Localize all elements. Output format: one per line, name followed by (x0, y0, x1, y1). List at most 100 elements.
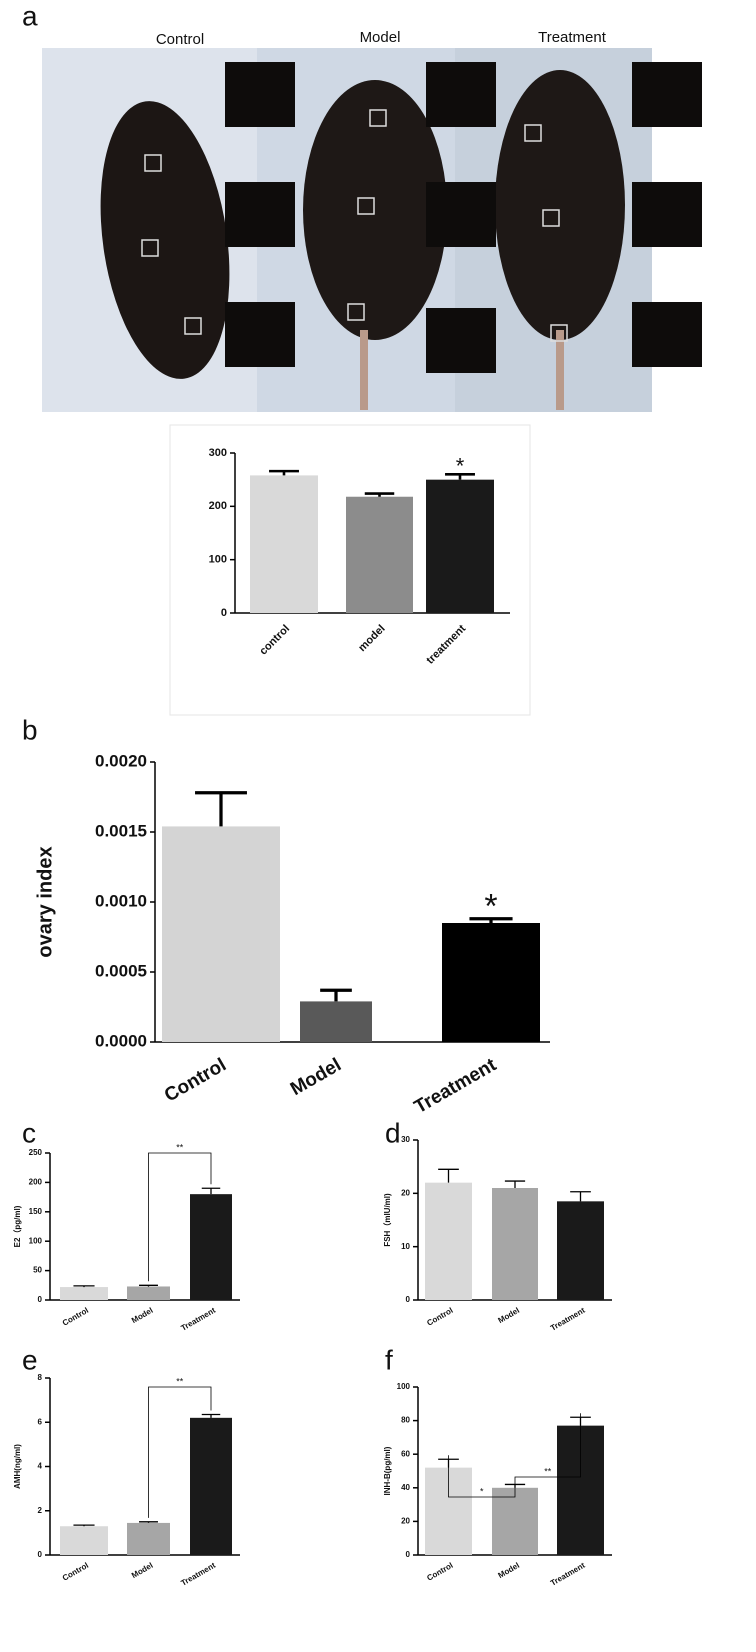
bar (190, 1194, 232, 1300)
photo-label: Control (156, 31, 204, 48)
error-bar (195, 791, 247, 827)
bar (425, 1182, 472, 1300)
y-tick-label: 100 (397, 1382, 411, 1391)
panel-label: a (22, 0, 38, 31)
y-tick-label: 0.0010 (95, 891, 147, 910)
significance: * (484, 888, 497, 926)
significance: ** (544, 1466, 552, 1476)
y-tick-label: 200 (29, 1178, 43, 1187)
y-tick-label: 20 (401, 1188, 410, 1197)
tail (556, 330, 564, 410)
bar (492, 1487, 538, 1555)
error-bar (364, 492, 395, 497)
y-axis-label: E2（pg/ml) (12, 1205, 22, 1247)
bar (190, 1417, 232, 1555)
y-tick-label: 200 (209, 500, 227, 512)
y-tick-label: 60 (401, 1449, 410, 1458)
x-tick-label: Treatment (411, 1054, 501, 1118)
significance: ** (176, 1142, 184, 1152)
y-tick-label: 6 (38, 1417, 43, 1426)
y-axis-label: INH-B(pg/ml) (383, 1446, 392, 1495)
panel-label: f (385, 1344, 393, 1375)
x-tick-label: Control (425, 1561, 454, 1583)
bar (346, 496, 413, 613)
y-axis-label: ovary index (34, 846, 56, 957)
y-tick-label: 0.0020 (95, 751, 147, 770)
x-tick-label: Treatment (179, 1561, 217, 1588)
error-bar (570, 1191, 591, 1202)
y-tick-label: 0.0000 (95, 1031, 147, 1050)
y-tick-label: 150 (29, 1207, 43, 1216)
mouse (100, 101, 230, 379)
y-tick-label: 0.0005 (95, 961, 147, 980)
y-tick-label: 100 (29, 1236, 43, 1245)
y-tick-label: 50 (33, 1266, 42, 1275)
error-bar (201, 1413, 221, 1418)
x-tick-label: Treatment (179, 1306, 217, 1333)
photo-label: Model (360, 29, 401, 46)
significance: ** (176, 1376, 184, 1386)
x-tick-label: Model (130, 1561, 155, 1580)
bar (426, 479, 494, 613)
error-bar (201, 1187, 221, 1195)
significance-bracket (148, 1152, 212, 1282)
y-axis-label: AMH(ng/ml) (13, 1444, 22, 1489)
y-tick-label: 100 (209, 554, 227, 566)
y-tick-label: 2 (38, 1506, 43, 1515)
error-bar (73, 1524, 95, 1527)
panel-label: d (385, 1117, 401, 1148)
y-tick-label: 20 (401, 1517, 410, 1526)
inset-images (225, 62, 702, 373)
x-tick-label: Model (497, 1561, 522, 1580)
roi-boxes (141, 109, 568, 342)
bar (162, 826, 280, 1042)
y-tick-label: 300 (209, 447, 227, 459)
error-bar (139, 1521, 158, 1523)
bar (60, 1287, 108, 1300)
error-bar (445, 473, 475, 480)
bar (557, 1201, 604, 1300)
significance-bracket (448, 1455, 516, 1498)
x-tick-label: Treatment (549, 1306, 587, 1333)
error-bar (438, 1168, 459, 1183)
x-tick-label: Model (130, 1306, 155, 1325)
mouse (495, 70, 625, 340)
error-bar (504, 1180, 526, 1188)
y-tick-label: 40 (401, 1483, 410, 1492)
error-bar (469, 917, 513, 923)
y-tick-label: 0 (38, 1295, 43, 1304)
y-tick-label: 250 (29, 1148, 43, 1157)
significance-bracket (514, 1413, 581, 1481)
bar (300, 1001, 372, 1042)
bar (60, 1526, 108, 1555)
photo: Control Model Treatment (42, 29, 702, 412)
error-bar (320, 988, 352, 1002)
y-tick-label: 30 (401, 1135, 410, 1144)
y-tick-label: 8 (38, 1373, 43, 1382)
bar (492, 1188, 538, 1300)
x-tick-label: Treatment (549, 1561, 587, 1588)
bar (127, 1286, 170, 1300)
bar (127, 1522, 170, 1555)
error-bar (139, 1284, 158, 1287)
significance: * (456, 454, 465, 479)
x-tick-label: Model (287, 1054, 345, 1100)
x-tick-label: Control (161, 1054, 230, 1106)
x-tick-label: Model (497, 1306, 522, 1325)
y-tick-label: 4 (38, 1462, 43, 1471)
significance-bracket (148, 1386, 212, 1518)
y-tick-label: 0 (406, 1550, 411, 1559)
tail (360, 330, 368, 410)
y-axis-label: FSH（mIU/ml) (382, 1193, 392, 1247)
bar (250, 475, 318, 613)
x-tick-label: Control (61, 1306, 90, 1328)
significance: * (480, 1486, 484, 1496)
y-tick-label: 0.0015 (95, 821, 147, 840)
error-bar (73, 1285, 95, 1288)
bar (442, 923, 540, 1042)
y-tick-label: 0 (406, 1295, 411, 1304)
panel-label: b (22, 714, 38, 745)
y-tick-label: 0 (38, 1550, 43, 1559)
y-tick-label: 80 (401, 1416, 410, 1425)
x-tick-label: Control (61, 1561, 90, 1583)
